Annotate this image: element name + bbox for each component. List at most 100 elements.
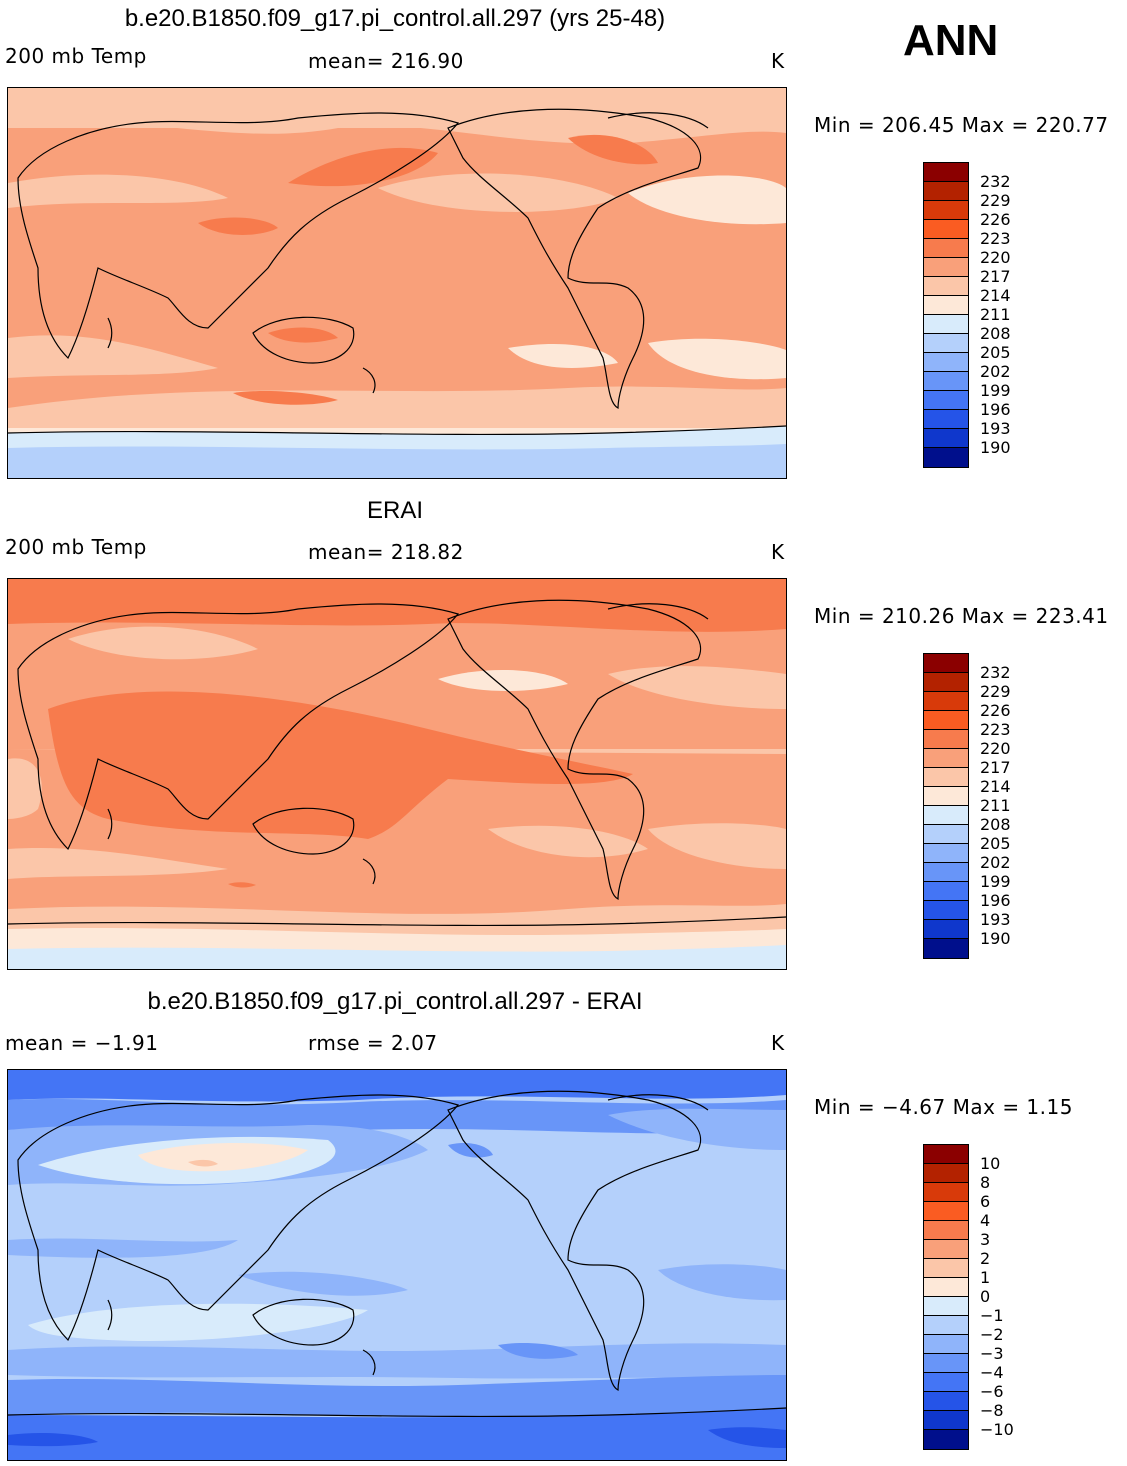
colorbar-swatch bbox=[924, 806, 968, 825]
colorbar-swatch bbox=[924, 654, 968, 673]
panel-2-title: ERAI bbox=[366, 497, 423, 524]
colorbar-swatch bbox=[924, 258, 968, 277]
colorbar-label: 2 bbox=[980, 1249, 991, 1268]
colorbar-label: 6 bbox=[980, 1192, 991, 1211]
panel-3-colorbar bbox=[923, 1144, 969, 1450]
colorbar-swatch bbox=[924, 239, 968, 258]
colorbar-swatch bbox=[924, 1183, 968, 1202]
colorbar-label: 226 bbox=[980, 210, 1011, 229]
panel-1-title: b.e20.B1850.f09_g17.pi_control.all.297 (… bbox=[124, 5, 666, 32]
colorbar-label: 199 bbox=[980, 381, 1011, 400]
panel-3-mean-label: mean = −1.91 bbox=[5, 1031, 159, 1055]
colorbar-label: 3 bbox=[980, 1230, 991, 1249]
panel-2-units: K bbox=[771, 540, 785, 564]
colorbar-swatch bbox=[924, 844, 968, 863]
colorbar-label: 217 bbox=[980, 267, 1011, 286]
colorbar-swatch bbox=[924, 825, 968, 844]
colorbar-swatch bbox=[924, 1164, 968, 1183]
colorbar-label: 208 bbox=[980, 815, 1011, 834]
colorbar-label: 214 bbox=[980, 777, 1011, 796]
colorbar-swatch bbox=[924, 410, 968, 429]
colorbar-label: 232 bbox=[980, 663, 1011, 682]
colorbar-swatch bbox=[924, 1430, 968, 1449]
panel-1-units: K bbox=[771, 49, 785, 73]
colorbar-swatch bbox=[924, 1373, 968, 1392]
panel-2-map bbox=[7, 578, 787, 970]
colorbar-swatch bbox=[924, 882, 968, 901]
colorbar-label: −4 bbox=[980, 1363, 1004, 1382]
colorbar-swatch bbox=[924, 901, 968, 920]
panel-2-colorbar bbox=[923, 653, 969, 959]
colorbar-label: 208 bbox=[980, 324, 1011, 343]
colorbar-swatch bbox=[924, 939, 968, 958]
colorbar-swatch bbox=[924, 1221, 968, 1240]
colorbar-swatch bbox=[924, 334, 968, 353]
colorbar-label: 232 bbox=[980, 172, 1011, 191]
colorbar-label: 10 bbox=[980, 1154, 1001, 1173]
colorbar-swatch bbox=[924, 201, 968, 220]
colorbar-label: 220 bbox=[980, 739, 1011, 758]
panel-1-variable-label: 200 mb Temp bbox=[5, 44, 147, 68]
colorbar-label: 193 bbox=[980, 419, 1011, 438]
colorbar-label: 190 bbox=[980, 438, 1011, 457]
colorbar-swatch bbox=[924, 1145, 968, 1164]
panel-3-title: b.e20.B1850.f09_g17.pi_control.all.297 -… bbox=[147, 988, 643, 1015]
colorbar-label: 8 bbox=[980, 1173, 991, 1192]
colorbar-label: 196 bbox=[980, 400, 1011, 419]
colorbar-swatch bbox=[924, 1335, 968, 1354]
colorbar-swatch bbox=[924, 315, 968, 334]
colorbar-swatch bbox=[924, 692, 968, 711]
colorbar-swatch bbox=[924, 1392, 968, 1411]
colorbar-swatch bbox=[924, 1354, 968, 1373]
colorbar-label: −6 bbox=[980, 1382, 1004, 1401]
colorbar-label: 214 bbox=[980, 286, 1011, 305]
colorbar-label: 220 bbox=[980, 248, 1011, 267]
colorbar-label: 205 bbox=[980, 343, 1011, 362]
colorbar-label: 1 bbox=[980, 1268, 991, 1287]
colorbar-label: 205 bbox=[980, 834, 1011, 853]
colorbar-swatch bbox=[924, 182, 968, 201]
colorbar-swatch bbox=[924, 372, 968, 391]
colorbar-swatch bbox=[924, 920, 968, 939]
colorbar-label: 229 bbox=[980, 682, 1011, 701]
colorbar-label: 229 bbox=[980, 191, 1011, 210]
panel-2-mean-label: mean= 218.82 bbox=[308, 540, 464, 564]
panel-3-map bbox=[7, 1069, 787, 1461]
panel-1-map bbox=[7, 87, 787, 479]
colorbar-swatch bbox=[924, 768, 968, 787]
colorbar-swatch bbox=[924, 163, 968, 182]
colorbar-label: 0 bbox=[980, 1287, 991, 1306]
colorbar-label: 193 bbox=[980, 910, 1011, 929]
panel-3-minmax: Min = −4.67 Max = 1.15 bbox=[814, 1095, 1073, 1119]
colorbar-label: −8 bbox=[980, 1401, 1004, 1420]
panel-1-mean-label: mean= 216.90 bbox=[308, 49, 464, 73]
panel-3-units: K bbox=[771, 1031, 785, 1055]
season-label: ANN bbox=[903, 16, 999, 65]
colorbar-label: 211 bbox=[980, 305, 1011, 324]
colorbar-swatch bbox=[924, 1202, 968, 1221]
panel-2-minmax: Min = 210.26 Max = 223.41 bbox=[814, 604, 1109, 628]
colorbar-swatch bbox=[924, 1411, 968, 1430]
colorbar-swatch bbox=[924, 353, 968, 372]
colorbar-swatch bbox=[924, 1278, 968, 1297]
colorbar-swatch bbox=[924, 429, 968, 448]
colorbar-label: 223 bbox=[980, 720, 1011, 739]
colorbar-label: 190 bbox=[980, 929, 1011, 948]
colorbar-swatch bbox=[924, 749, 968, 768]
colorbar-label: −2 bbox=[980, 1325, 1004, 1344]
colorbar-label: 202 bbox=[980, 853, 1011, 872]
colorbar-swatch bbox=[924, 673, 968, 692]
colorbar-label: 223 bbox=[980, 229, 1011, 248]
colorbar-swatch bbox=[924, 391, 968, 410]
colorbar-label: 4 bbox=[980, 1211, 991, 1230]
colorbar-swatch bbox=[924, 1240, 968, 1259]
colorbar-label: 211 bbox=[980, 796, 1011, 815]
colorbar-swatch bbox=[924, 1316, 968, 1335]
colorbar-swatch bbox=[924, 1297, 968, 1316]
colorbar-label: −10 bbox=[980, 1420, 1014, 1439]
colorbar-swatch bbox=[924, 1259, 968, 1278]
colorbar-swatch bbox=[924, 711, 968, 730]
colorbar-swatch bbox=[924, 730, 968, 749]
colorbar-label: 226 bbox=[980, 701, 1011, 720]
panel-3-rmse-label: rmse = 2.07 bbox=[308, 1031, 438, 1055]
